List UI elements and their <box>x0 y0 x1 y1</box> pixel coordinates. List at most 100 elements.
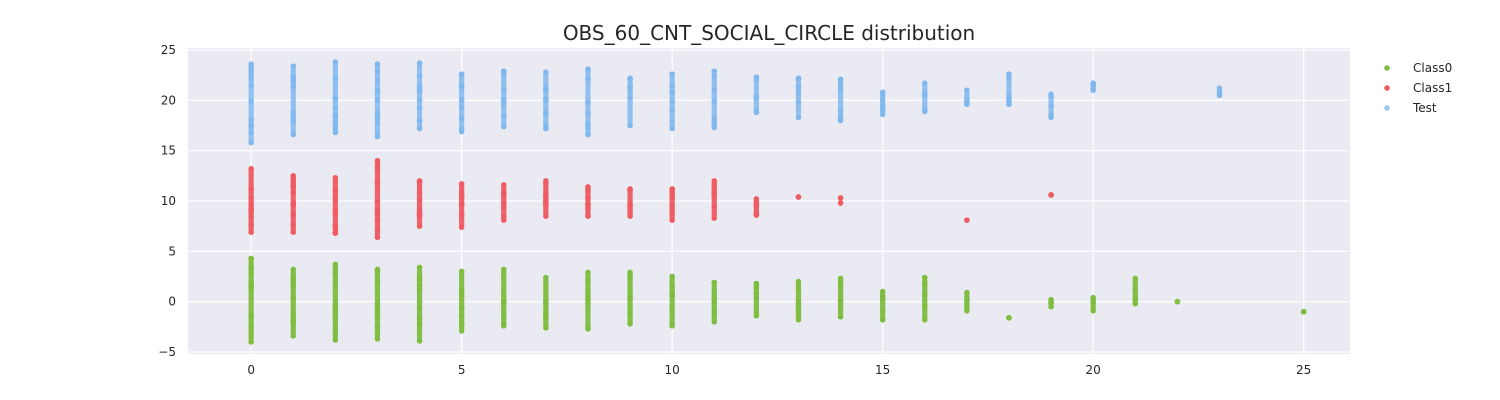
legend-label: Test <box>1412 101 1437 115</box>
data-point <box>332 301 339 308</box>
data-point <box>1132 275 1139 282</box>
data-point <box>627 83 633 89</box>
series-class1 <box>248 157 1054 241</box>
data-point <box>543 325 549 331</box>
data-point <box>1216 92 1223 99</box>
data-point <box>332 230 339 237</box>
data-point <box>964 296 970 302</box>
data-point <box>879 288 886 295</box>
point-column <box>416 63 423 129</box>
data-point <box>753 280 760 287</box>
data-point <box>543 297 549 304</box>
data-point <box>669 71 675 77</box>
data-point <box>500 86 507 92</box>
data-point <box>248 313 254 320</box>
data-point <box>332 223 339 230</box>
data-point <box>374 279 381 285</box>
data-point <box>627 203 633 209</box>
data-point <box>543 111 549 117</box>
data-point <box>1048 114 1054 121</box>
data-point <box>627 122 633 129</box>
data-point <box>458 71 465 77</box>
data-point <box>248 68 254 75</box>
x-tick-label: 5 <box>458 363 466 377</box>
data-point <box>374 157 381 164</box>
data-point <box>879 294 886 301</box>
data-point <box>1216 85 1223 92</box>
data-point <box>669 289 675 295</box>
data-point <box>374 266 381 273</box>
data-point <box>585 286 591 293</box>
data-point <box>500 266 507 273</box>
data-point <box>585 110 591 117</box>
data-point <box>458 212 465 219</box>
data-point <box>248 265 254 271</box>
data-point <box>585 66 591 72</box>
data-point <box>374 180 381 187</box>
data-point <box>458 104 465 111</box>
data-point <box>248 339 254 345</box>
data-point <box>795 278 802 285</box>
data-point <box>416 72 423 79</box>
data-point <box>585 205 591 212</box>
x-tick-label: 10 <box>665 363 680 377</box>
data-point <box>795 305 802 311</box>
data-point <box>627 94 633 101</box>
data-point <box>795 194 802 200</box>
data-point <box>500 298 507 305</box>
data-point <box>374 77 381 83</box>
data-point <box>669 283 675 289</box>
data-point <box>290 294 297 301</box>
legend-label: Class1 <box>1413 81 1452 95</box>
chart-title: OBS_60_CNT_SOCIAL_CIRCLE distribution <box>563 21 975 45</box>
data-point <box>627 208 633 215</box>
data-point <box>669 118 675 125</box>
legend-label: Class0 <box>1413 61 1452 75</box>
data-point <box>416 223 423 229</box>
data-point <box>711 296 718 303</box>
data-point <box>374 325 381 331</box>
data-point <box>332 129 339 136</box>
data-point <box>374 336 381 342</box>
data-point <box>290 63 297 69</box>
data-point <box>964 307 970 314</box>
data-point <box>585 269 591 276</box>
legend-item: Test <box>1384 101 1437 115</box>
data-point <box>921 108 928 115</box>
data-point <box>711 203 718 210</box>
data-point <box>627 213 633 219</box>
data-point <box>1048 303 1054 310</box>
data-point <box>543 178 549 184</box>
data-point <box>753 312 760 319</box>
data-point <box>248 122 254 128</box>
data-point <box>248 130 254 136</box>
data-point <box>458 82 465 89</box>
data-point <box>669 217 675 223</box>
y-tick-label: 5 <box>168 244 176 258</box>
data-point <box>332 118 339 125</box>
data-point <box>332 281 339 288</box>
data-point <box>248 324 254 331</box>
data-point <box>627 321 633 327</box>
data-point <box>248 75 254 81</box>
data-point <box>543 284 549 291</box>
data-point <box>290 131 297 138</box>
data-point <box>374 110 381 116</box>
data-point <box>795 114 802 121</box>
data-point <box>837 108 844 115</box>
data-point <box>332 196 339 203</box>
data-point <box>416 286 423 293</box>
x-tick-label: 25 <box>1296 363 1311 377</box>
data-point <box>290 229 297 236</box>
data-point <box>711 181 718 188</box>
data-point <box>585 195 591 201</box>
data-point <box>879 97 886 103</box>
data-point <box>543 125 549 132</box>
data-point <box>669 89 675 96</box>
data-point <box>711 68 718 74</box>
legend-marker <box>1384 65 1390 71</box>
data-point <box>500 217 507 223</box>
data-point <box>921 280 928 287</box>
data-point <box>248 213 254 220</box>
data-point <box>964 303 970 309</box>
